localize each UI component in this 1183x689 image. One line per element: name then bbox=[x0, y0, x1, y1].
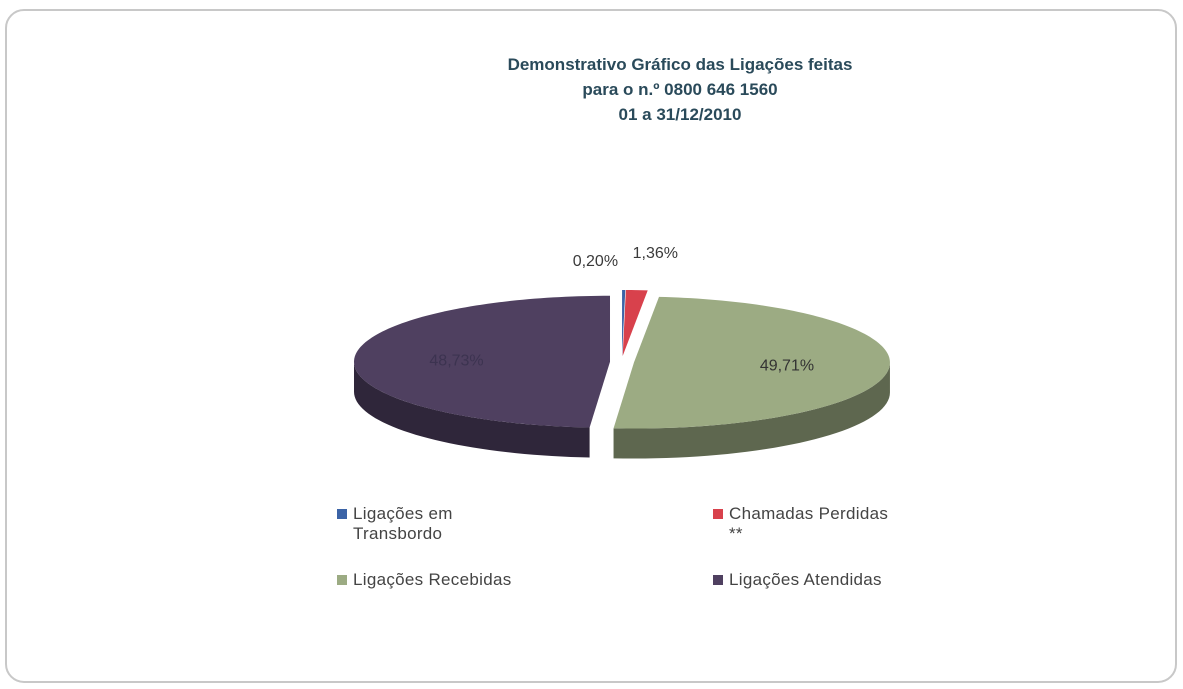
pie-slice bbox=[354, 295, 611, 428]
legend-item: Ligações em Transbordo bbox=[337, 504, 525, 544]
pie-slice bbox=[613, 296, 890, 429]
legend-swatch bbox=[337, 509, 347, 519]
pie-slice bbox=[622, 290, 626, 357]
legend-item: Chamadas Perdidas ** bbox=[713, 504, 901, 544]
data-label: 0,20% bbox=[573, 253, 618, 270]
legend-item: Ligações Atendidas bbox=[713, 570, 901, 590]
legend-label: Ligações Recebidas bbox=[353, 570, 512, 589]
legend-swatch bbox=[713, 509, 723, 519]
legend-swatch bbox=[337, 575, 347, 585]
pie-slice bbox=[622, 290, 648, 357]
pie-side bbox=[613, 362, 890, 459]
data-label: 48,73% bbox=[429, 352, 483, 369]
pie-tops bbox=[354, 290, 890, 429]
legend-label: Ligações em Transbordo bbox=[353, 504, 453, 543]
chart-title: para o n.º 0800 646 1560 bbox=[582, 80, 777, 99]
data-labels: 0,20% 1,36% 49,71% 48,73% bbox=[429, 245, 814, 374]
data-label: 1,36% bbox=[633, 245, 678, 262]
legend-label: Ligações Atendidas bbox=[729, 570, 882, 589]
legend-label: Chamadas Perdidas ** bbox=[729, 504, 889, 543]
legend-item: Ligações Recebidas bbox=[337, 570, 525, 590]
data-label: 49,71% bbox=[760, 357, 814, 374]
chart-title: 01 a 31/12/2010 bbox=[619, 105, 742, 124]
legend-swatch bbox=[713, 575, 723, 585]
pie-sides bbox=[354, 361, 890, 459]
title: Demonstrativo Gráfico das Ligações feita… bbox=[508, 55, 853, 124]
chart-title: Demonstrativo Gráfico das Ligações feita… bbox=[508, 55, 853, 74]
pie-side bbox=[354, 361, 590, 458]
